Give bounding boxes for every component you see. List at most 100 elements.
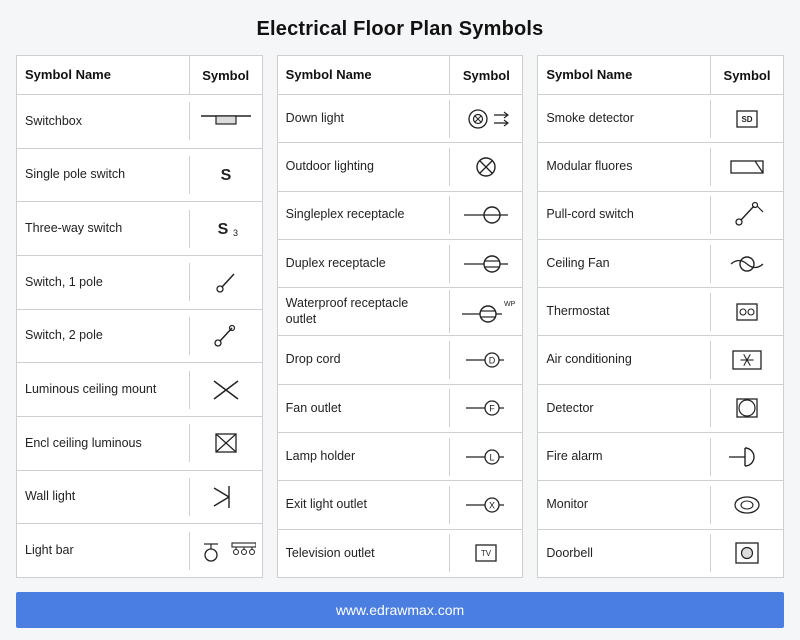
symbol-table-1: Symbol NameSymbolSwitchboxSingle pole sw… [16, 55, 263, 578]
symbol-name: Smoke detector [538, 100, 711, 138]
symbol-name: Monitor [538, 486, 711, 524]
svg-text:L: L [490, 452, 495, 462]
table-row: Air conditioning [538, 336, 783, 384]
outdoor-icon [450, 148, 522, 186]
duplex-icon [450, 245, 522, 283]
symbol-table-2: Symbol NameSymbol Down light Outdoor light… [277, 55, 524, 578]
page: Electrical Floor Plan Symbols Symbol Nam… [0, 0, 800, 640]
symbol-name: Lamp holder [278, 438, 451, 476]
svg-text:WP: WP [504, 301, 516, 308]
symbol-name: Single pole switch [17, 156, 190, 194]
exitlight-icon: X [450, 486, 522, 524]
symbol-name: Switchbox [17, 102, 190, 140]
table-row: Wall light [17, 471, 262, 525]
table-row: Outdoor lighting [278, 143, 523, 191]
symbol-name: Switch, 2 pole [17, 317, 190, 355]
svg-text:F: F [490, 404, 496, 414]
table-row: Thermostat [538, 288, 783, 336]
table-row: Pull-cord switch [538, 192, 783, 240]
dropcord-icon: D [450, 341, 522, 379]
table-row: Drop cordD [278, 336, 523, 384]
smokedet-icon: SD [711, 100, 783, 138]
header-name: Symbol Name [278, 56, 451, 94]
tables-grid: Symbol NameSymbolSwitchboxSingle pole sw… [16, 55, 784, 578]
symbol-name: Modular fluores [538, 148, 711, 186]
switchbox-icon [190, 102, 262, 140]
table-row: Monitor [538, 481, 783, 529]
firealarm-icon [711, 438, 783, 476]
symbol-name: Duplex receptacle [278, 245, 451, 283]
symbol-name: Three-way switch [17, 210, 190, 248]
symbol-name: Television outlet [278, 534, 451, 572]
symbol-name: Ceiling Fan [538, 245, 711, 283]
downlight-icon [450, 100, 522, 138]
table-row: Modular fluores [538, 143, 783, 191]
table-row: Ceiling Fan [538, 240, 783, 288]
table-row: Down light [278, 95, 523, 143]
table-row: Detector [538, 385, 783, 433]
waterproof-icon: WP [450, 293, 522, 331]
walllight-icon [190, 478, 262, 516]
singleplex-icon [450, 196, 522, 234]
symbol-name: Doorbell [538, 534, 711, 572]
symbol-name: Luminous ceiling mount [17, 371, 190, 409]
modfluor-icon [711, 148, 783, 186]
symbol-name: Exit light outlet [278, 486, 451, 524]
footer-text: www.edrawmax.com [336, 602, 464, 618]
symbol-name: Drop cord [278, 341, 451, 379]
pullcord-icon [711, 196, 783, 234]
table-row: Encl ceiling luminous [17, 417, 262, 471]
table-row: Light bar [17, 524, 262, 577]
header-name: Symbol Name [17, 56, 190, 94]
doorbell-icon [711, 534, 783, 572]
svg-text:TV: TV [481, 549, 492, 558]
symbol-name: Light bar [17, 532, 190, 570]
detector-icon [711, 389, 783, 427]
svg-text:SD: SD [741, 115, 752, 124]
symbol-name: Singleplex receptacle [278, 196, 451, 234]
table-row: Fan outletF [278, 385, 523, 433]
footer-bar: www.edrawmax.com [16, 592, 784, 628]
table-row: Single pole switch S [17, 149, 262, 203]
svg-text:S: S [217, 221, 228, 238]
table-header: Symbol NameSymbol [17, 56, 262, 95]
symbol-table-3: Symbol NameSymbolSmoke detectorSDModular… [537, 55, 784, 578]
table-row: Luminous ceiling mount [17, 363, 262, 417]
lightbar-icon [190, 532, 262, 570]
table-row: Switch, 1 pole [17, 256, 262, 310]
fanoutlet-icon: F [450, 389, 522, 427]
table-row: Fire alarm [538, 433, 783, 481]
table-row: Singleplex receptacle [278, 192, 523, 240]
aircon-icon [711, 341, 783, 379]
svg-text:S: S [220, 167, 231, 184]
table-row: Television outlet TV [278, 530, 523, 577]
table-row: Switch, 2 pole [17, 310, 262, 364]
xbox-icon [190, 424, 262, 462]
xcross-icon [190, 371, 262, 409]
symbol-name: Outdoor lighting [278, 148, 451, 186]
table-row: Exit light outletX [278, 481, 523, 529]
svg-text:3: 3 [233, 228, 238, 238]
symbol-name: Pull-cord switch [538, 196, 711, 234]
header-symbol: Symbol [450, 56, 522, 94]
symbol-name: Thermostat [538, 293, 711, 331]
table-row: Lamp holder L [278, 433, 523, 481]
letterS-icon: S [190, 156, 262, 194]
letterS3-icon: S3 [190, 210, 262, 248]
table-header: Symbol NameSymbol [538, 56, 783, 95]
monitor-icon [711, 486, 783, 524]
table-row: Switchbox [17, 95, 262, 149]
tvoutlet-icon: TV [450, 534, 522, 572]
sw2pole-icon [190, 317, 262, 355]
thermostat-icon [711, 293, 783, 331]
symbol-name: Detector [538, 389, 711, 427]
table-row: Smoke detector SD [538, 95, 783, 143]
header-name: Symbol Name [538, 56, 711, 94]
symbol-name: Wall light [17, 478, 190, 516]
table-header: Symbol NameSymbol [278, 56, 523, 95]
page-title: Electrical Floor Plan Symbols [16, 18, 784, 41]
header-symbol: Symbol [711, 56, 783, 94]
symbol-name: Down light [278, 100, 451, 138]
header-symbol: Symbol [190, 56, 262, 94]
symbol-name: Switch, 1 pole [17, 263, 190, 301]
